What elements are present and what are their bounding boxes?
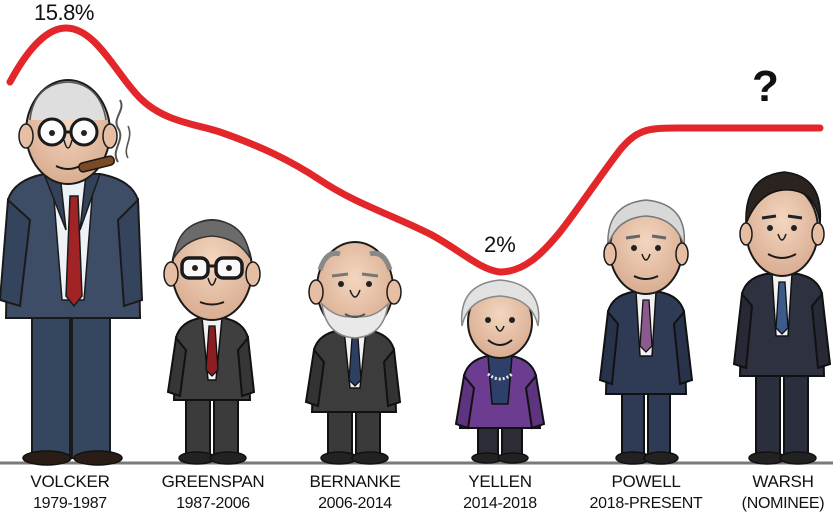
yellen-caption: YELLEN 2014-2018 (430, 473, 570, 512)
volcker-term: 1979-1987 (33, 495, 107, 512)
warsh-caption: WARSH (NOMINEE) (713, 473, 833, 512)
greenspan-name: GREENSPAN (161, 472, 265, 491)
powell-figure (598, 199, 694, 465)
bernanke-term: 2006-2014 (318, 495, 392, 512)
greenspan-term: 1987-2006 (176, 495, 250, 512)
powell-caption: POWELL 2018-PRESENT (576, 473, 716, 512)
volcker-figure (0, 79, 144, 466)
powell-name: POWELL (611, 472, 681, 491)
interest-rate-curve (6, 24, 824, 276)
bernanke-caption: BERNANKE 2006-2014 (285, 473, 425, 512)
bernanke-figure (304, 241, 402, 465)
trough-rate-label: 2% (484, 232, 516, 257)
bernanke-name: BERNANKE (309, 472, 401, 491)
yellen-name: YELLEN (468, 472, 532, 491)
warsh-figure (732, 171, 832, 465)
warsh-term: (NOMINEE) (741, 495, 825, 512)
peak-rate-label: 15.8% (34, 0, 94, 25)
greenspan-figure (163, 219, 261, 465)
greenspan-caption: GREENSPAN 1987-2006 (143, 473, 283, 512)
yellen-figure (454, 279, 546, 464)
volcker-caption: VOLCKER 1979-1987 (0, 473, 140, 512)
question-mark-label: ? (752, 62, 779, 111)
powell-term: 2018-PRESENT (589, 495, 703, 512)
yellen-term: 2014-2018 (463, 495, 537, 512)
warsh-name: WARSH (752, 472, 814, 491)
volcker-name: VOLCKER (30, 472, 110, 491)
